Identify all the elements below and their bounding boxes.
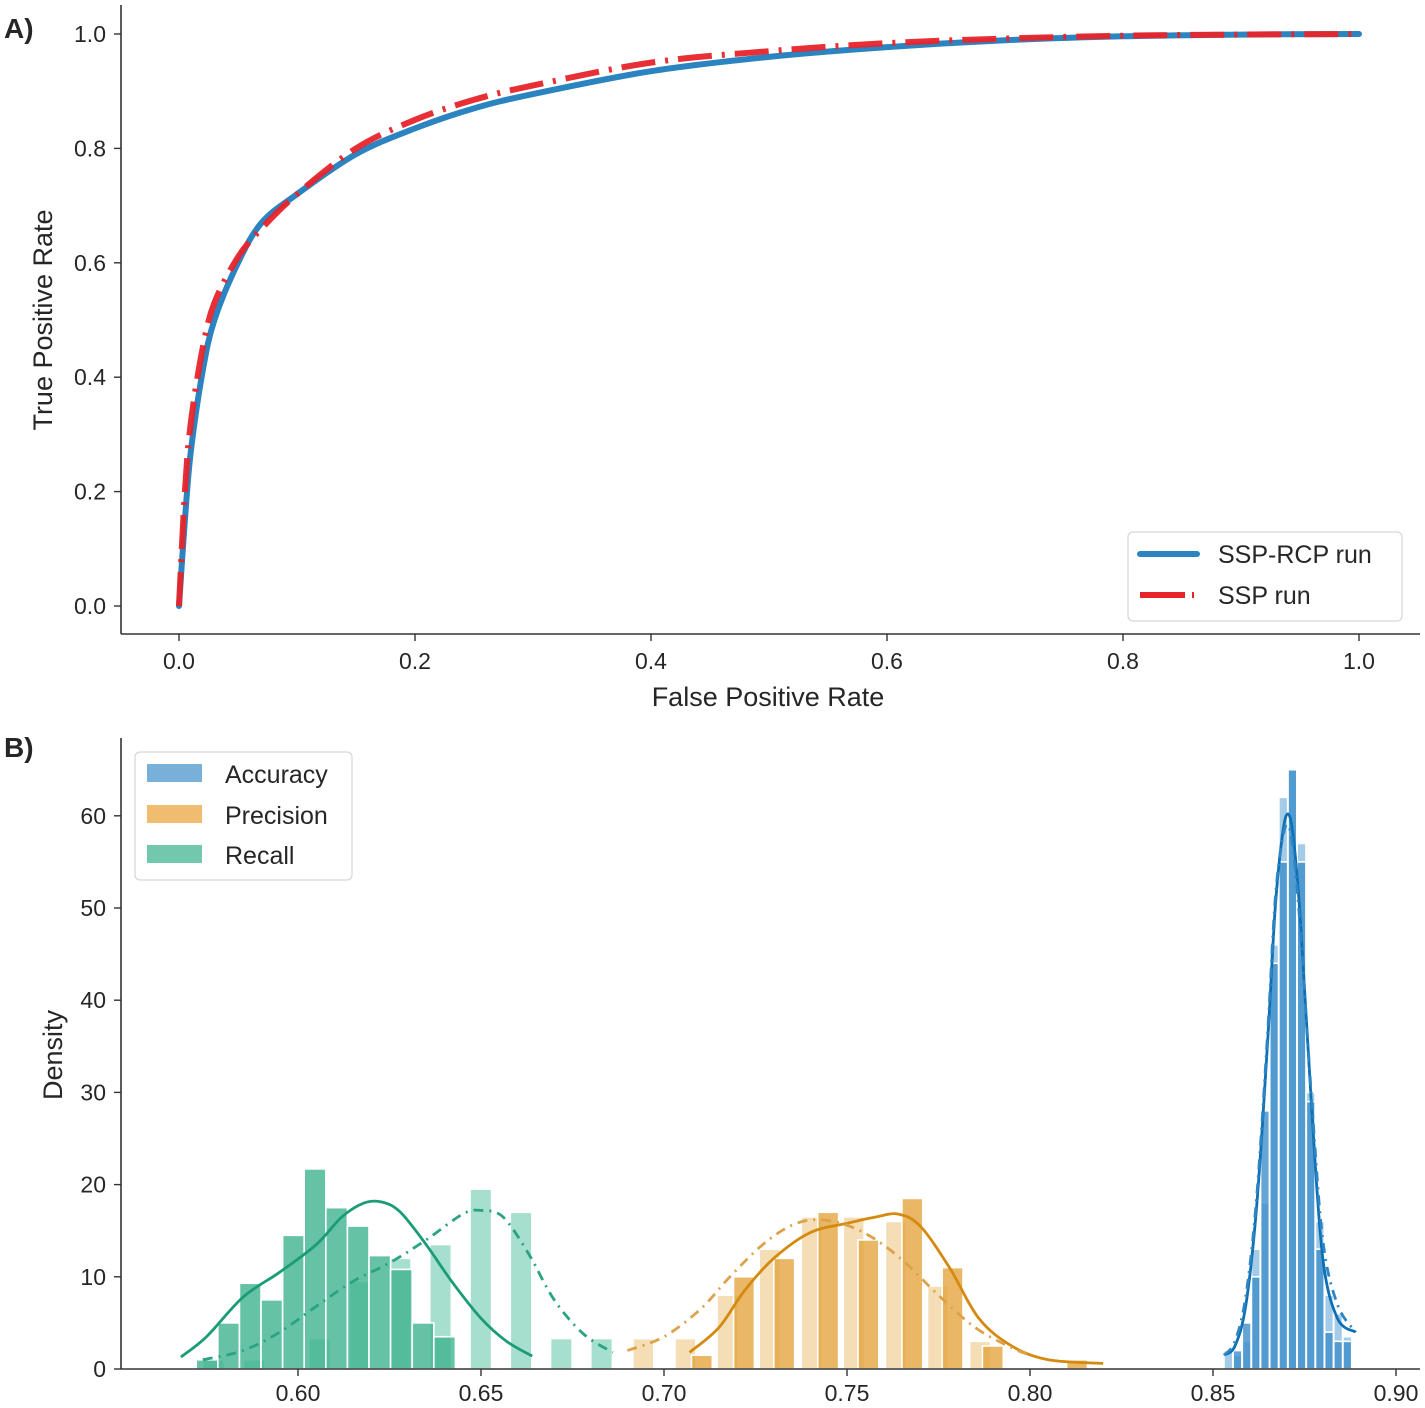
histogram-bar-recall [589,1337,614,1370]
histogram-bar-precision [772,1257,796,1370]
x-tick-label: 0.6 [871,648,903,674]
histogram-bar-precision [981,1345,1005,1370]
histogram-bar-recall [346,1225,370,1370]
y-tick-label: 1.0 [74,21,106,47]
roc-line-ssp [176,31,1360,607]
histogram-bar-recall [411,1322,435,1370]
y-tick-label: 10 [80,1264,106,1290]
y-axis-label: True Positive Rate [28,209,58,430]
histogram-bar-recall [432,1335,457,1370]
panel-label-a: A) [4,13,34,44]
y-ticks: 0.0 0.2 0.4 0.6 0.8 1.0 [74,21,121,619]
legend-label-accuracy: Accuracy [225,761,328,789]
y-tick-label: 40 [80,987,106,1013]
x-ticks: 0.0 0.2 0.4 0.6 0.8 1.0 [163,634,1375,674]
legend-label-ssp: SSP run [1218,582,1311,610]
histogram-chart-panel: B) 0.60 0.65 0.70 0.75 0.80 0.85 0.90 0 10 20 30 4… [4,732,1420,1406]
histogram-bar-precision [941,1266,964,1370]
x-tick-label: 0.60 [276,1380,321,1406]
y-tick-label: 60 [80,803,106,829]
x-tick-label: 0.2 [399,648,431,674]
legend-swatch-recall [147,845,202,863]
y-tick-label: 0.2 [74,479,106,505]
histogram-bar-accuracy [1332,1340,1344,1370]
x-tick-label: 0.80 [1008,1380,1053,1406]
y-tick-label: 0.6 [74,250,106,276]
x-tick-label: 1.0 [1343,648,1375,674]
histogram-bar-accuracy [1250,1276,1262,1370]
histogram-bar-precision [857,1239,880,1370]
histogram-bars [195,768,1353,1370]
legend-swatch-precision [147,805,202,823]
legend-label-precision: Precision [225,802,328,830]
x-tick-label: 0.90 [1374,1380,1419,1406]
y-tick-label: 0.4 [74,364,106,390]
kde-curve-accuracy-dashdot [1222,823,1357,1357]
histogram-bar-recall [260,1299,284,1370]
histogram-bar-accuracy [1241,1322,1252,1370]
histogram-bar-recall [389,1268,413,1370]
x-tick-label: 0.8 [1107,648,1139,674]
y-tick-label: 0.8 [74,135,106,161]
y-tick-label: 0 [93,1356,106,1382]
kde-curve-recall-dashdot [202,1208,614,1362]
roc-chart-panel: A) 0.0 0.2 0.4 0.6 0.8 1.0 0.0 0.2 0.4 0.6 0.8 1.0… [4,5,1420,712]
histogram-bar-accuracy [1323,1331,1335,1370]
legend-label-recall: Recall [225,842,294,870]
histogram-bar-accuracy [1268,962,1280,1370]
x-tick-label: 0.70 [642,1380,687,1406]
y-tick-label: 30 [80,1079,106,1105]
histogram-bar-accuracy [1278,861,1289,1370]
histogram-bar-accuracy [1342,1340,1353,1370]
histogram-bar-recall [549,1337,573,1370]
legend: Accuracy Precision Recall [134,751,353,881]
x-tick-label: 0.85 [1191,1380,1236,1406]
roc-line-ssp-rcp [176,31,1362,609]
kde-curve-accuracy-solid [1223,812,1357,1357]
kde-curve-precision-solid [688,1212,1104,1365]
histogram-bar-recall [217,1322,241,1370]
y-tick-label: 0.0 [74,593,106,619]
histogram-bar-precision [816,1211,840,1370]
roc-lines [176,31,1362,609]
y-tick-label: 50 [80,895,106,921]
x-tick-label: 0.65 [459,1380,504,1406]
kde-curves [180,812,1357,1365]
x-ticks: 0.60 0.65 0.70 0.75 0.80 0.85 0.90 [276,1369,1419,1406]
legend-label-ssp-rcp: SSP-RCP run [1218,541,1372,569]
panel-label-b: B) [4,732,34,763]
y-axis-label: Density [38,1009,68,1100]
x-tick-label: 0.0 [163,648,195,674]
y-tick-label: 20 [80,1172,106,1198]
histogram-bar-recall [195,1358,219,1370]
kde-curve-recall-solid [180,1199,533,1359]
legend-swatch-accuracy [147,764,202,782]
histogram-bar-recall [469,1188,493,1370]
x-tick-label: 0.75 [825,1380,870,1406]
legend: SSP-RCP run SSP run [1127,531,1403,622]
y-ticks: 0 10 20 30 40 50 60 [80,803,121,1382]
x-axis-label: False Positive Rate [652,682,885,712]
histogram-bar-precision [690,1354,714,1370]
x-tick-label: 0.4 [635,648,667,674]
kde-curve-precision-dashdot [626,1218,1031,1357]
histogram-bar-accuracy [1232,1349,1243,1370]
histogram-bar-recall [303,1168,327,1370]
